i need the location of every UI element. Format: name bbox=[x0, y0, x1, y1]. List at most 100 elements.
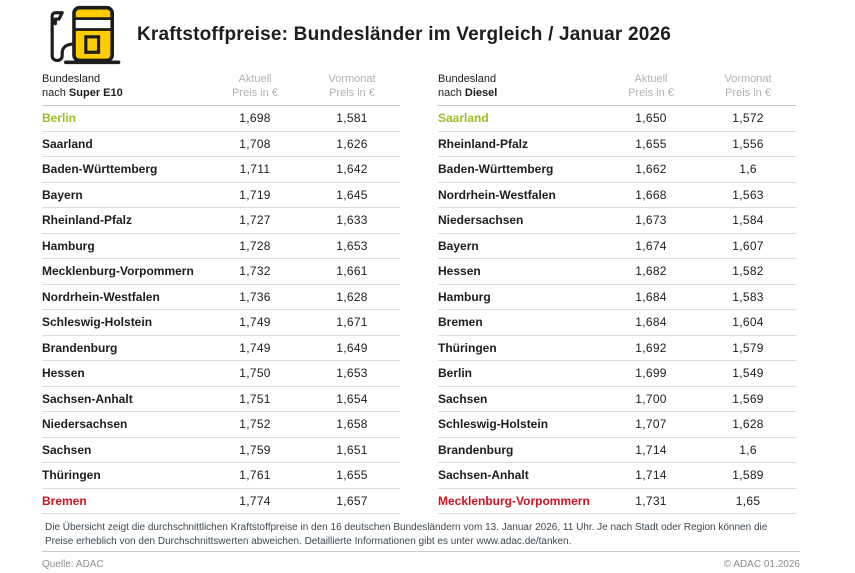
vormonat-price-cell: 1,582 bbox=[732, 264, 764, 279]
table-row: Baden-Württemberg 1,662 1,6 bbox=[438, 157, 796, 183]
vormonat-price-cell: 1,628 bbox=[336, 289, 368, 304]
vormonat-price-cell: 1,626 bbox=[336, 136, 368, 151]
table-row: Brandenburg 1,714 1,6 bbox=[438, 438, 796, 463]
aktuell-price-cell: 1,673 bbox=[635, 213, 667, 228]
vormonat-price-cell: 1,633 bbox=[336, 213, 368, 228]
table-row: Rheinland-Pfalz 1,655 1,556 bbox=[438, 132, 796, 157]
copyright-label: © ADAC 01.2026 bbox=[723, 559, 800, 570]
aktuell-price-cell: 1,774 bbox=[239, 493, 271, 508]
vormonat-price-cell: 1,607 bbox=[732, 238, 764, 253]
aktuell-price-cell: 1,761 bbox=[239, 468, 271, 483]
table-row: Bremen 1,684 1,604 bbox=[438, 310, 796, 336]
bundesland-cell: Bayern bbox=[42, 187, 83, 202]
vormonat-price-cell: 1,654 bbox=[336, 391, 368, 406]
aktuell-price-cell: 1,708 bbox=[239, 136, 271, 151]
column-header-aktuell: Aktuell Preis in € bbox=[232, 73, 278, 99]
table-row: Brandenburg 1,749 1,649 bbox=[42, 336, 400, 361]
aktuell-price-cell: 1,750 bbox=[239, 366, 271, 381]
super-e10-table: Bundesland nach Super E10 Aktuell Preis … bbox=[42, 72, 400, 514]
aktuell-price-cell: 1,749 bbox=[239, 315, 271, 330]
vormonat-price-cell: 1,584 bbox=[732, 213, 764, 228]
table-row: Nordrhein-Westfalen 1,736 1,628 bbox=[42, 285, 400, 310]
fuel-type-label: Super E10 bbox=[68, 87, 123, 99]
table-row: Bayern 1,674 1,607 bbox=[438, 234, 796, 259]
column-header-bundesland: Bundesland nach Diesel bbox=[438, 73, 498, 99]
page-title: Kraftstoffpreise: Bundesländer im Vergle… bbox=[137, 24, 672, 45]
bundesland-cell: Brandenburg bbox=[42, 340, 118, 355]
bundesland-cell: Saarland bbox=[42, 136, 93, 151]
vormonat-price-cell: 1,572 bbox=[732, 111, 764, 126]
aktuell-price-cell: 1,650 bbox=[635, 111, 667, 126]
table-row: Berlin 1,698 1,581 bbox=[42, 106, 400, 132]
bundesland-cell: Sachsen bbox=[42, 442, 92, 457]
vormonat-price-cell: 1,556 bbox=[732, 136, 764, 151]
vormonat-price-cell: 1,671 bbox=[336, 315, 368, 330]
table-row: Berlin 1,699 1,549 bbox=[438, 361, 796, 387]
aktuell-price-cell: 1,732 bbox=[239, 264, 271, 279]
bundesland-cell: Hamburg bbox=[438, 289, 491, 304]
aktuell-price-cell: 1,751 bbox=[239, 391, 271, 406]
aktuell-price-cell: 1,692 bbox=[635, 340, 667, 355]
bundesland-cell: Bayern bbox=[438, 238, 479, 253]
bundesland-cell: Schleswig-Holstein bbox=[438, 417, 549, 432]
bundesland-cell: Schleswig-Holstein bbox=[42, 315, 153, 330]
bundesland-cell: Thüringen bbox=[438, 340, 497, 355]
table-header: Bundesland nach Super E10 Aktuell Preis … bbox=[42, 72, 400, 106]
bundesland-cell: Bremen bbox=[438, 315, 483, 330]
aktuell-price-cell: 1,684 bbox=[635, 289, 667, 304]
bundesland-cell: Rheinland-Pfalz bbox=[438, 136, 529, 151]
bundesland-cell: Mecklenburg-Vorpommern bbox=[42, 264, 194, 279]
aktuell-price-cell: 1,731 bbox=[635, 493, 667, 508]
aktuell-price-cell: 1,707 bbox=[635, 417, 667, 432]
bundesland-cell: Rheinland-Pfalz bbox=[42, 213, 133, 228]
bundesland-cell: Baden-Württemberg bbox=[42, 162, 158, 177]
table-row: Schleswig-Holstein 1,707 1,628 bbox=[438, 412, 796, 438]
table-row: Niedersachsen 1,673 1,584 bbox=[438, 208, 796, 234]
column-header-aktuell: Aktuell Preis in € bbox=[628, 73, 674, 99]
bundesland-cell: Sachsen bbox=[438, 391, 488, 406]
table-row: Rheinland-Pfalz 1,727 1,633 bbox=[42, 208, 400, 234]
vormonat-price-cell: 1,628 bbox=[732, 417, 764, 432]
vormonat-price-cell: 1,642 bbox=[336, 162, 368, 177]
aktuell-price-cell: 1,759 bbox=[239, 442, 271, 457]
vormonat-price-cell: 1,645 bbox=[336, 187, 368, 202]
source-label: Quelle: ADAC bbox=[42, 559, 104, 570]
bundesland-cell: Berlin bbox=[438, 366, 473, 381]
bundesland-cell: Hessen bbox=[438, 264, 481, 279]
table-row: Sachsen-Anhalt 1,714 1,589 bbox=[438, 463, 796, 489]
fuel-pump-icon bbox=[45, 5, 123, 65]
aktuell-price-cell: 1,714 bbox=[635, 468, 667, 483]
aktuell-price-cell: 1,719 bbox=[239, 187, 271, 202]
table-row: Sachsen 1,700 1,569 bbox=[438, 387, 796, 412]
table-row: Baden-Württemberg 1,711 1,642 bbox=[42, 157, 400, 183]
vormonat-price-cell: 1,6 bbox=[739, 162, 757, 177]
aktuell-price-cell: 1,674 bbox=[635, 238, 667, 253]
column-header-vormonat: Vormonat Preis in € bbox=[724, 73, 772, 99]
aktuell-price-cell: 1,727 bbox=[239, 213, 271, 228]
bundesland-cell: Hamburg bbox=[42, 238, 95, 253]
bundesland-cell: Niedersachsen bbox=[42, 417, 128, 432]
table-row: Thüringen 1,761 1,655 bbox=[42, 463, 400, 489]
bundesland-cell: Nordrhein-Westfalen bbox=[438, 187, 556, 202]
bundesland-cell: Sachsen-Anhalt bbox=[42, 391, 133, 406]
bundesland-cell: Sachsen-Anhalt bbox=[438, 468, 529, 483]
aktuell-price-cell: 1,700 bbox=[635, 391, 667, 406]
diesel-table: Bundesland nach Diesel Aktuell Preis in … bbox=[438, 72, 796, 514]
table-row: Hessen 1,682 1,582 bbox=[438, 259, 796, 285]
bundesland-cell: Brandenburg bbox=[438, 442, 514, 457]
bundesland-cell: Thüringen bbox=[42, 468, 101, 483]
bundesland-cell: Hessen bbox=[42, 366, 85, 381]
fuel-type-label: Diesel bbox=[464, 87, 498, 99]
aktuell-price-cell: 1,682 bbox=[635, 264, 667, 279]
vormonat-price-cell: 1,653 bbox=[336, 366, 368, 381]
table-row: Bayern 1,719 1,645 bbox=[42, 183, 400, 208]
vormonat-price-cell: 1,658 bbox=[336, 417, 368, 432]
aktuell-price-cell: 1,728 bbox=[239, 238, 271, 253]
table-header: Bundesland nach Diesel Aktuell Preis in … bbox=[438, 72, 796, 106]
aktuell-price-cell: 1,749 bbox=[239, 340, 271, 355]
aktuell-price-cell: 1,684 bbox=[635, 315, 667, 330]
aktuell-price-cell: 1,699 bbox=[635, 366, 667, 381]
table-row: Thüringen 1,692 1,579 bbox=[438, 336, 796, 361]
vormonat-price-cell: 1,579 bbox=[732, 340, 764, 355]
